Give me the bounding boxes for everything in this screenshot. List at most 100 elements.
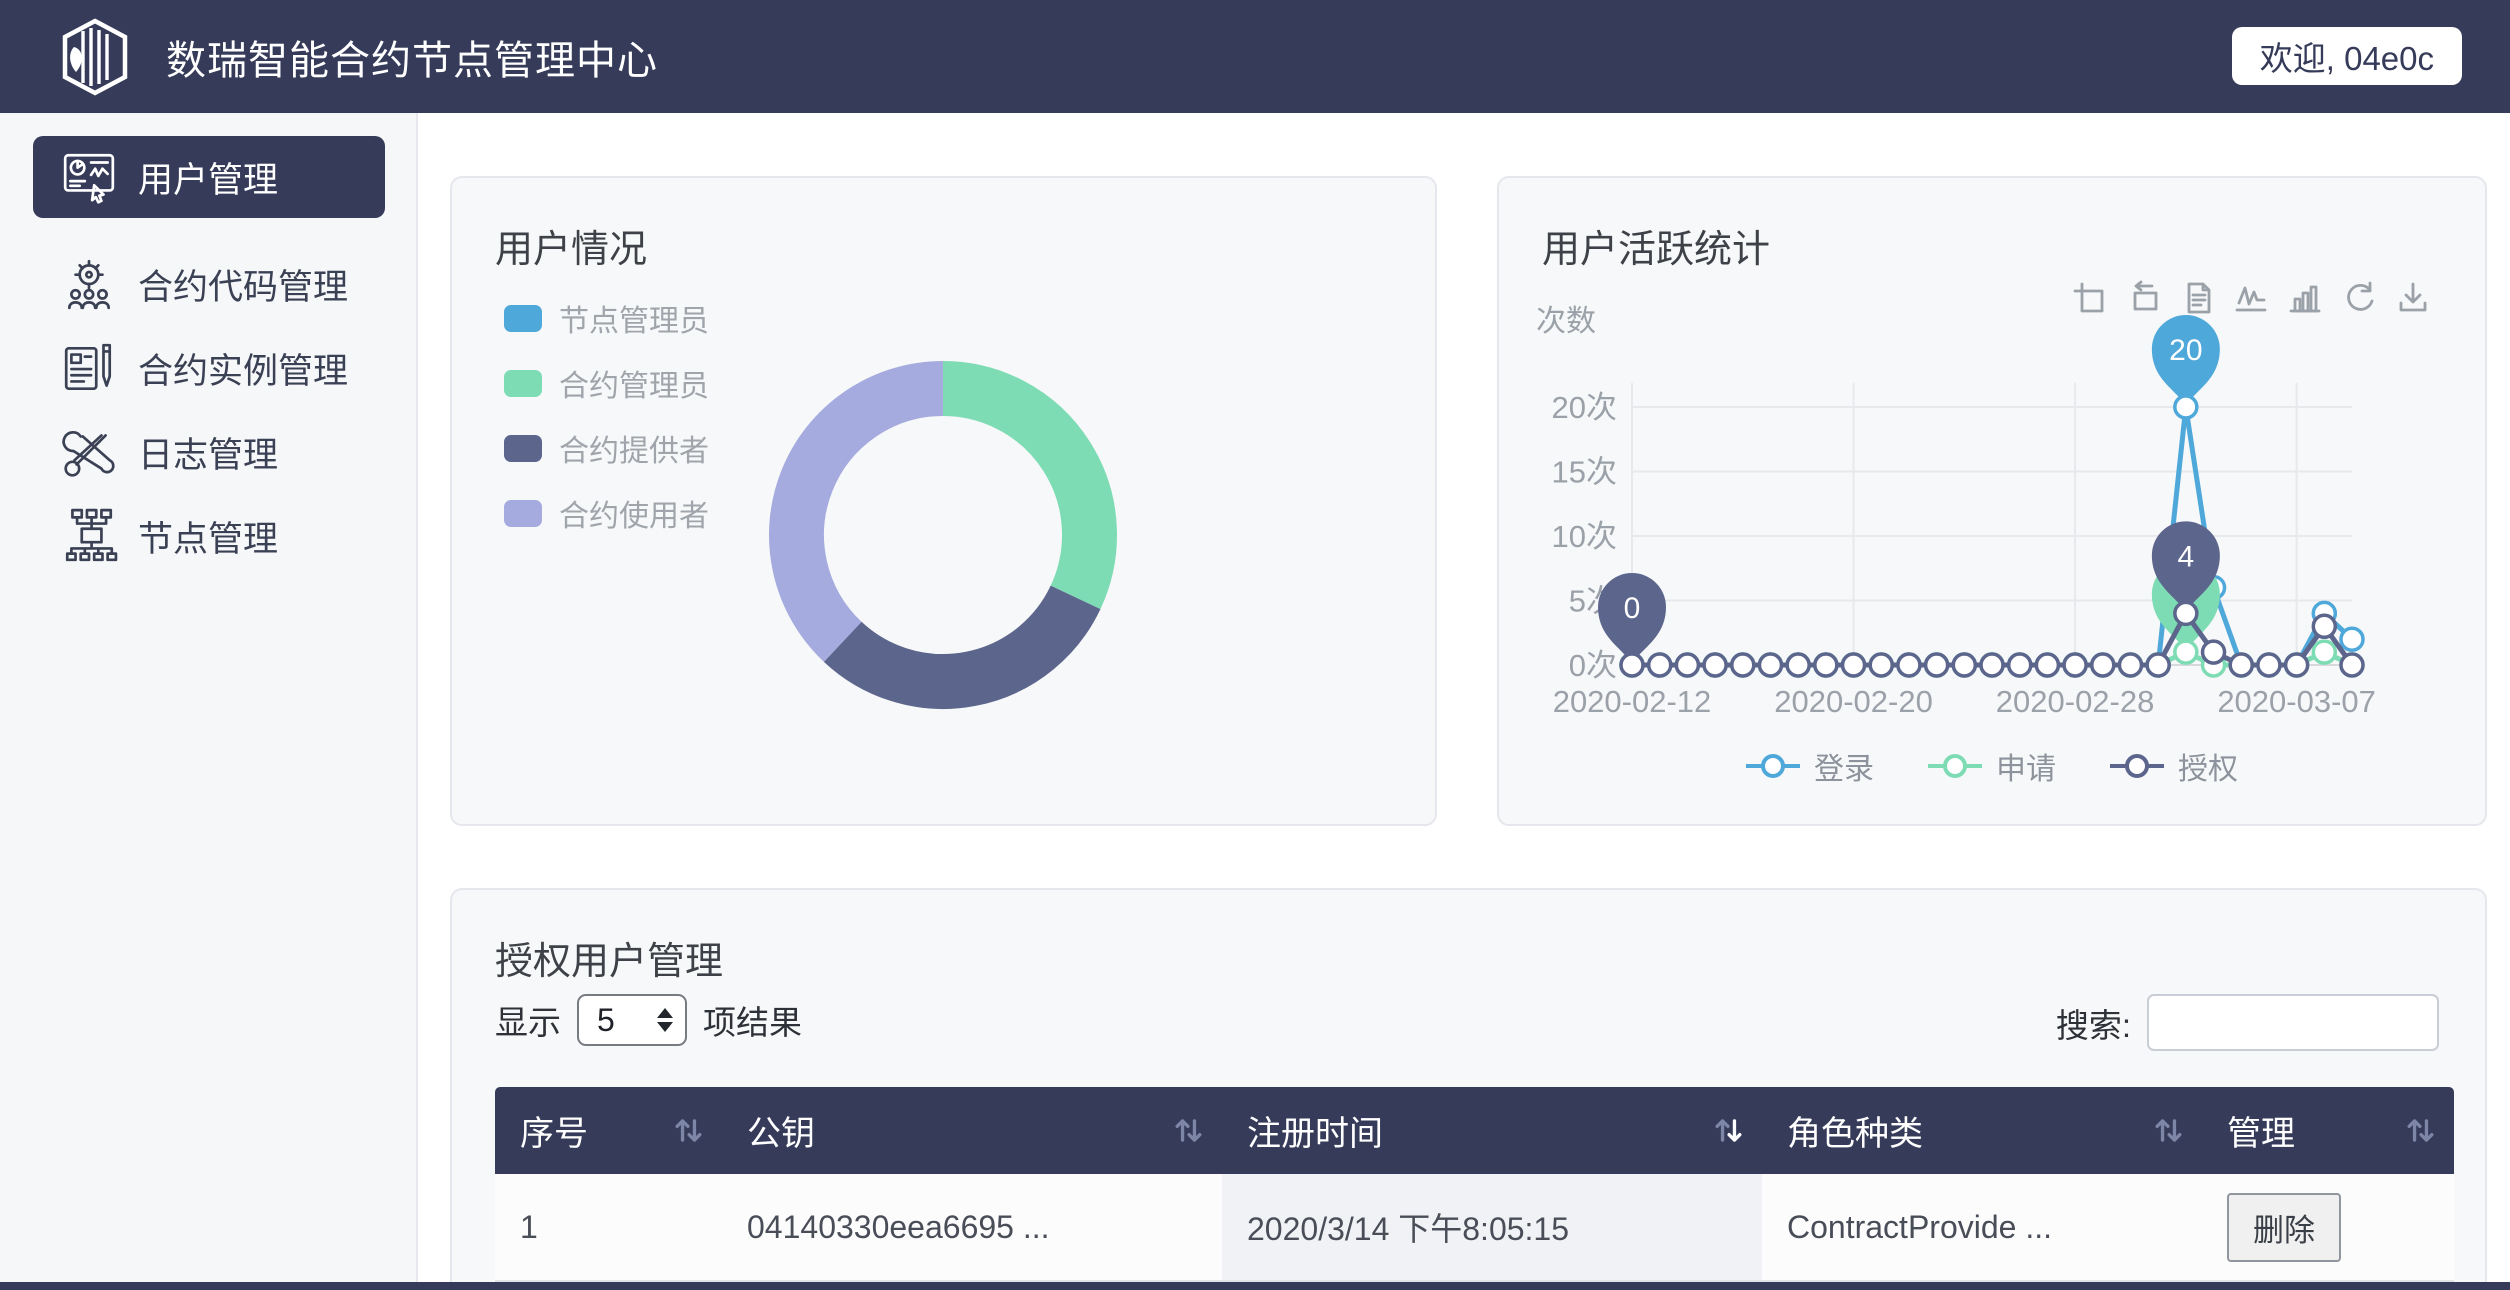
data-point[interactable]	[2339, 626, 2365, 652]
donut-legend-item[interactable]: 节点管理员	[504, 296, 709, 340]
data-point[interactable]	[2311, 639, 2338, 665]
svg-text:4: 4	[2178, 540, 2195, 573]
app-title: 数瑞智能合约节点管理中心	[166, 38, 658, 83]
cell-index: 1	[520, 1208, 538, 1245]
data-point[interactable]	[2145, 652, 2171, 678]
legend-marker-icon	[1928, 754, 1982, 778]
data-point[interactable]	[1896, 652, 1922, 678]
data-point[interactable]	[2173, 600, 2199, 627]
panel-title: 用户活跃统计	[1542, 229, 1771, 271]
data-point[interactable]	[2200, 639, 2227, 665]
line-legend-item-授权[interactable]: 授权	[2110, 744, 2238, 788]
sort-icon[interactable]	[1173, 1115, 1204, 1146]
column-header-manage[interactable]: 管理	[2202, 1087, 2454, 1174]
data-point[interactable]	[2006, 652, 2033, 678]
restore-icon[interactable]	[2339, 278, 2379, 318]
line-chart-legend: 登录 申请 授权	[1499, 744, 2485, 788]
delete-button[interactable]: 删除	[2227, 1192, 2341, 1262]
svg-text:2020-03-07: 2020-03-07	[2217, 684, 2376, 719]
donut-segment-合约管理员[interactable]	[942, 361, 1117, 610]
data-point[interactable]	[2173, 639, 2199, 665]
column-header-register-time[interactable]: 注册时间	[1222, 1087, 1762, 1174]
welcome-user-button[interactable]: 欢迎, 04e0c	[2231, 27, 2462, 85]
save-as-image-icon[interactable]	[2393, 278, 2433, 318]
search-control: 搜索:	[2056, 994, 2439, 1051]
node-network-icon	[60, 507, 118, 565]
data-point[interactable]	[2173, 394, 2199, 420]
legend-label: 合约管理员	[559, 370, 709, 403]
data-zoom-reset-icon[interactable]	[2123, 278, 2163, 318]
data-point[interactable]	[1813, 652, 1839, 678]
svg-text:20次: 20次	[1552, 390, 1617, 425]
data-point[interactable]	[1674, 652, 1701, 678]
data-point[interactable]	[1868, 652, 1894, 678]
data-point[interactable]	[1702, 652, 1728, 678]
data-point[interactable]	[1840, 652, 1867, 678]
legend-label: 合约使用者	[559, 500, 709, 533]
column-header-index[interactable]: 序号	[495, 1087, 722, 1174]
cell-manage: 删除	[2202, 1174, 2454, 1280]
line-legend-item-登录[interactable]: 登录	[1746, 744, 1874, 788]
donut-segment-合约使用者[interactable]	[769, 361, 944, 662]
table-header-row: 序号 公钥 注册时间 角色种类 管理	[495, 1087, 2454, 1174]
line-legend-item-申请[interactable]: 申请	[1928, 744, 2056, 788]
page-size-select[interactable]: 5	[577, 994, 687, 1046]
data-point[interactable]	[1785, 652, 1811, 678]
sidebar-item-contract-instance[interactable]: 合约实例管理	[0, 327, 418, 409]
legend-label: 授权	[2178, 753, 2238, 786]
data-zoom-icon[interactable]	[2069, 278, 2109, 318]
data-point[interactable]	[2283, 652, 2310, 678]
data-point[interactable]	[2228, 652, 2254, 678]
sidebar-item-contract-code[interactable]: 合约代码管理	[0, 243, 418, 325]
select-spinner-icon	[657, 1008, 673, 1032]
data-point[interactable]	[2339, 652, 2365, 678]
data-point[interactable]	[2034, 652, 2061, 678]
data-point[interactable]	[2256, 652, 2282, 678]
data-point[interactable]	[2117, 652, 2144, 678]
sort-icon[interactable]	[2405, 1115, 2436, 1146]
search-input[interactable]	[2147, 994, 2439, 1051]
column-header-role[interactable]: 角色种类	[1762, 1087, 2202, 1174]
data-point[interactable]	[2090, 652, 2116, 678]
data-view-icon[interactable]	[2177, 278, 2217, 318]
sidebar-item-user-management[interactable]: 用户管理	[33, 136, 385, 218]
mark-pin-授权: 0	[1598, 573, 1666, 665]
legend-swatch	[504, 304, 542, 332]
sidebar-item-node-management[interactable]: 节点管理	[0, 495, 418, 577]
cell-role: ContractProvide ...	[1787, 1208, 2052, 1245]
sidebar-item-label: 节点管理	[138, 519, 279, 559]
sidebar-item-log-management[interactable]: 日志管理	[0, 411, 418, 493]
sidebar-item-label: 合约代码管理	[138, 267, 349, 307]
cell-register-time: 2020/3/14 下午8:05:15	[1222, 1174, 1762, 1280]
data-point[interactable]	[1619, 652, 1645, 678]
data-point[interactable]	[1730, 652, 1756, 678]
column-header-public-key[interactable]: 公钥	[722, 1087, 1222, 1174]
sidebar-item-label: 用户管理	[138, 160, 279, 200]
data-point[interactable]	[1646, 652, 1673, 678]
switch-to-bar-icon[interactable]	[2285, 278, 2325, 318]
donut-legend: 节点管理员合约管理员合约提供者合约使用者	[504, 296, 709, 535]
sidebar-item-label: 日志管理	[138, 435, 279, 475]
sort-icon[interactable]	[2153, 1115, 2184, 1146]
table-row: 1 04140330eea6695 ... 2020/3/14 下午8:05:1…	[495, 1174, 2454, 1282]
data-point[interactable]	[2311, 613, 2338, 640]
data-point[interactable]	[1923, 652, 1950, 678]
sort-icon[interactable]	[1713, 1115, 1744, 1146]
sort-icon[interactable]	[673, 1115, 704, 1146]
donut-legend-item[interactable]: 合约使用者	[504, 491, 709, 535]
sidebar-item-label: 合约实例管理	[138, 351, 349, 391]
donut-legend-item[interactable]: 合约管理员	[504, 361, 709, 405]
header-bar: 数瑞智能合约节点管理中心 欢迎, 04e0c	[0, 0, 2510, 113]
log-tools-icon	[60, 423, 118, 481]
switch-to-line-icon[interactable]	[2231, 278, 2271, 318]
svg-text:0: 0	[1624, 592, 1641, 625]
data-point[interactable]	[1951, 652, 1978, 678]
data-point[interactable]	[1979, 652, 2005, 678]
mark-pin-授权: 4	[2151, 521, 2220, 614]
data-point[interactable]	[1757, 652, 1784, 678]
donut-legend-item[interactable]: 合约提供者	[504, 426, 709, 470]
data-point[interactable]	[2062, 652, 2088, 678]
legend-marker-icon	[1746, 754, 1800, 778]
donut-segment-合约提供者[interactable]	[823, 585, 1101, 709]
